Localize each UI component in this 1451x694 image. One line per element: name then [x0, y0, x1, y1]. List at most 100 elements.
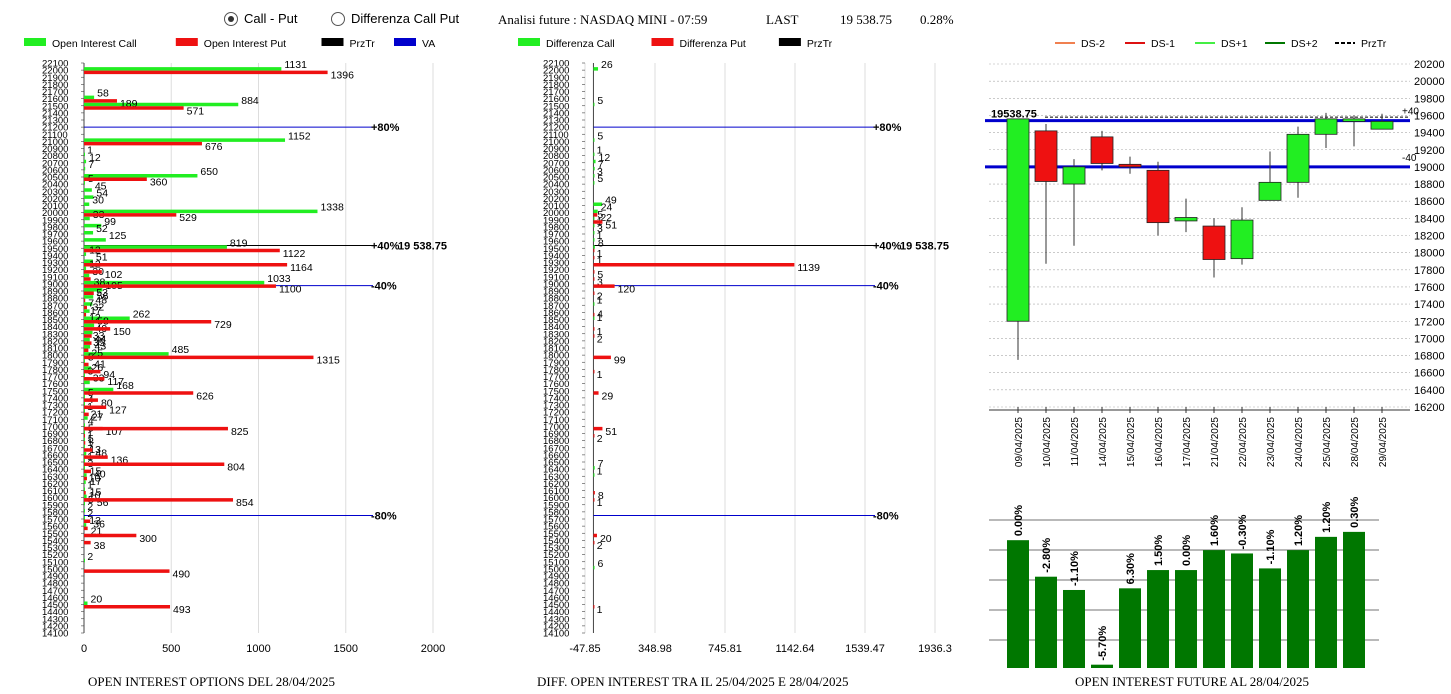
oi-value-label: 0.00%	[1181, 535, 1193, 566]
y-tick-label: 19200	[1414, 145, 1445, 157]
call-bar	[84, 223, 102, 228]
put-value-label: 1315	[316, 355, 340, 367]
y-tick-label: 18800	[1414, 179, 1445, 191]
call-bar	[593, 138, 595, 142]
y-tick-label: 21900	[543, 73, 569, 84]
put-value-label: 360	[150, 177, 168, 189]
put-bar	[84, 569, 170, 573]
y-tick-label: 18600	[543, 308, 569, 319]
y-tick-label: 14800	[42, 579, 68, 590]
y-tick-label: 16800	[42, 436, 68, 447]
x-tick-label: 15/04/2025	[1126, 417, 1137, 467]
y-tick-label: 18100	[42, 344, 68, 355]
call-value-label: 7	[598, 159, 604, 171]
radio-call-put-indicator[interactable]	[224, 11, 238, 26]
call-value-label: 485	[172, 344, 190, 356]
diff-oi-chart: Differenza Call Differenza Put PrzTr -47.85…	[518, 38, 952, 655]
call-value-label: 5	[597, 173, 603, 185]
y-tick-label: 18400	[543, 322, 569, 333]
put-value-label: 493	[173, 604, 191, 616]
x-tick-label: 29/04/2025	[1378, 417, 1389, 467]
oi-value-label: 0.00%	[1013, 505, 1025, 536]
legend-swatch	[321, 38, 344, 46]
call-value-label: 35	[93, 337, 105, 349]
call-bar	[84, 558, 85, 563]
y-tick-label: 20000	[543, 208, 569, 219]
x-tick-label: 28/04/2025	[1350, 417, 1361, 467]
call-value-label: 58	[97, 88, 109, 100]
call-bar	[593, 152, 595, 157]
legend-label: DS+2	[1291, 38, 1318, 50]
call-value-label: 48	[95, 294, 107, 306]
y-tick-label: 15100	[543, 557, 569, 568]
radio-differenza-indicator[interactable]	[331, 11, 345, 26]
y-tick-label: 17900	[543, 358, 569, 369]
put-value-label: 102	[105, 269, 123, 281]
call-bar	[84, 102, 239, 107]
call-value-label: 45	[95, 180, 107, 192]
put-value-label: 80	[101, 397, 113, 409]
y-tick-label: 15400	[543, 536, 569, 547]
y-tick-label: 17700	[543, 372, 569, 383]
legend-label: Differenza Put	[680, 38, 746, 50]
y-tick-label: 17000	[1414, 333, 1445, 345]
call-bar	[84, 487, 85, 491]
put-value-label: 29	[602, 390, 614, 402]
call-value-label: 1152	[288, 130, 311, 142]
call-bar	[593, 238, 595, 242]
y-tick-label: 21600	[543, 94, 569, 105]
call-value-label: 1	[597, 294, 603, 306]
put-bar	[593, 605, 595, 609]
radio-call-put[interactable]: Call - Put	[224, 11, 297, 26]
y-tick-label: 18200	[1414, 231, 1445, 243]
call-bar	[84, 166, 86, 171]
y-tick-label: 15900	[42, 500, 68, 511]
y-tick-label: 19800	[42, 222, 68, 233]
call-bar	[593, 202, 603, 206]
put-bar	[84, 540, 91, 545]
put-value-label: 38	[94, 276, 106, 288]
put-value-label: 300	[139, 533, 157, 545]
call-bar	[84, 202, 90, 206]
y-tick-label: 18900	[543, 287, 569, 298]
reference-label: +80%	[873, 122, 902, 134]
y-tick-label: 16900	[543, 429, 569, 440]
call-value-label: 5	[597, 130, 603, 142]
put-bar	[84, 426, 228, 431]
y-tick-label: 14900	[543, 572, 569, 583]
y-tick-label: 19500	[543, 244, 569, 255]
legend-label: VA	[422, 38, 435, 50]
put-value-label: 117	[107, 376, 124, 388]
put-bar	[593, 327, 595, 331]
call-value-label: 53	[96, 287, 108, 299]
y-tick-label: 20900	[543, 144, 569, 155]
put-bar	[84, 298, 86, 303]
call-bar	[84, 288, 103, 292]
call-bar	[84, 280, 265, 285]
y-tick-label: 16100	[42, 486, 68, 497]
put-value-label: 5	[597, 269, 603, 281]
y-tick-label: 19100	[42, 272, 68, 283]
call-bar	[84, 394, 85, 399]
x-tick-label: -47.85	[569, 643, 600, 655]
call-bar	[84, 402, 85, 406]
put-bar	[84, 412, 89, 417]
put-value-label: 1164	[290, 262, 313, 274]
radio-differenza[interactable]: Differenza Call Put	[331, 11, 459, 26]
y-tick-label: 17100	[543, 415, 569, 426]
call-value-label: 49	[605, 195, 617, 207]
put-value-label: 804	[227, 462, 245, 474]
put-value-label: 21	[91, 526, 103, 538]
put-bar	[593, 220, 603, 224]
put-bar	[593, 213, 598, 217]
put-value-label: 3	[597, 276, 603, 288]
put-value-label: 40	[94, 469, 106, 481]
legend-swatch	[394, 38, 416, 46]
call-bar	[84, 437, 85, 442]
put-bar	[84, 441, 86, 445]
radio-differenza-label: Differenza Call Put	[351, 11, 460, 26]
y-tick-label: 18000	[42, 351, 68, 362]
y-tick-label: 17100	[42, 415, 68, 426]
y-tick-label: 18100	[543, 344, 569, 355]
y-tick-label: 15200	[42, 550, 68, 561]
